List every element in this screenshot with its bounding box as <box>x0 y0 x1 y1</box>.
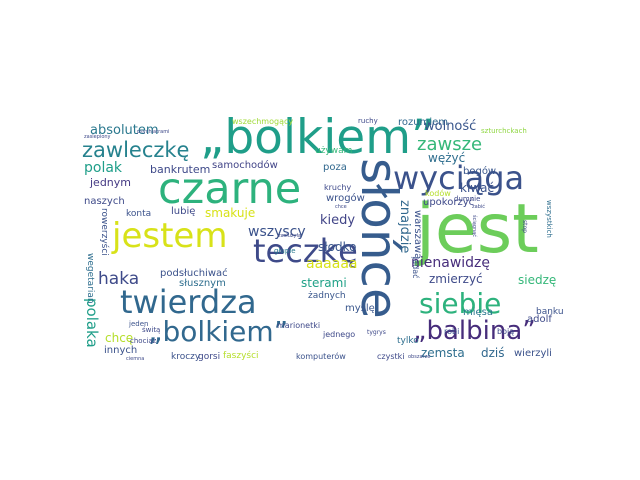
cloud-word: banku <box>536 307 564 317</box>
cloud-word: stop <box>521 220 528 233</box>
cloud-word: czystki <box>377 352 405 361</box>
cloud-word: „bolkiem” <box>200 110 436 165</box>
cloud-word: ściągnąć <box>471 215 477 237</box>
cloud-word: warszawą <box>412 210 423 260</box>
cloud-word: wszystkich <box>545 200 553 238</box>
cloud-word: zemsta <box>421 346 465 360</box>
cloud-word: zmierzyć <box>429 272 483 286</box>
cloud-word: innych <box>104 345 138 356</box>
cloud-word: obszarze <box>408 354 431 360</box>
cloud-word: jednym <box>90 176 132 189</box>
cloud-word: siebie <box>419 287 502 320</box>
cloud-word: słodko <box>318 240 357 254</box>
cloud-word: świtą <box>142 326 161 334</box>
cloud-word: zasłużyła <box>278 233 301 239</box>
cloud-word: siedzę <box>518 273 557 287</box>
cloud-word: bankrutem <box>150 163 211 176</box>
cloud-word: kroczy <box>171 352 201 362</box>
cloud-word: poza <box>323 162 347 173</box>
cloud-word: gorsi <box>198 352 221 362</box>
cloud-word: dumnie <box>454 195 481 203</box>
cloud-word: „bolkiem” <box>148 315 289 348</box>
cloud-word: sterami <box>301 276 347 290</box>
cloud-word: kiwać <box>460 181 495 195</box>
cloud-word: słońce <box>350 158 408 319</box>
cloud-word: dziś <box>481 346 505 360</box>
cloud-word: marionetki <box>277 321 321 330</box>
cloud-word: wężyć <box>428 151 466 165</box>
cloud-word: adolf <box>527 314 552 325</box>
cloud-word: konta <box>126 209 152 219</box>
cloud-word: nienawidzę <box>411 255 491 271</box>
cloud-word: lubię <box>171 206 196 217</box>
cloud-word: zawleczkę <box>82 138 190 162</box>
cloud-word: absolutem <box>90 123 159 138</box>
cloud-word: zawsze <box>417 134 483 155</box>
cloud-word: podsłuchiwać <box>160 268 228 279</box>
cloud-word: aaaaaa <box>306 256 358 272</box>
cloud-word: rozumiem <box>398 117 449 128</box>
cloud-word: „balbina” <box>413 316 536 346</box>
cloud-word: komputerów <box>296 352 346 361</box>
cloud-word: wszyscy <box>248 224 306 240</box>
cloud-word: twierdza <box>120 283 257 321</box>
cloud-word: szturchckach <box>481 127 527 135</box>
cloud-word: chce <box>335 204 347 210</box>
cloud-word: zabić <box>472 204 486 210</box>
cloud-word: wierzyli <box>514 348 552 359</box>
cloud-word: faszyści <box>223 351 259 361</box>
cloud-word: kiedy <box>320 213 356 228</box>
cloud-word: smakuje <box>205 206 256 220</box>
cloud-word: wolność <box>424 119 477 134</box>
cloud-word: jest <box>416 190 539 269</box>
cloud-word: upokorzyć <box>423 197 475 208</box>
cloud-word: jeden <box>129 320 149 328</box>
cloud-word: ruchy <box>358 117 378 125</box>
cloud-word: teczkę <box>253 232 358 270</box>
cloud-word: mięsa <box>463 307 494 318</box>
cloud-word: czarne <box>158 164 302 214</box>
cloud-word: jednego <box>323 330 356 339</box>
cloud-word: wszechmogący <box>232 117 294 126</box>
cloud-word: jestem <box>112 216 228 256</box>
cloud-word: chociaż <box>130 337 157 345</box>
cloud-word: haka <box>98 269 140 289</box>
cloud-word: bogów <box>463 166 497 177</box>
cloud-word: tygrys <box>367 329 386 336</box>
cloud-word: kodów <box>425 189 451 198</box>
cloud-word: jadać <box>411 257 420 279</box>
cloud-word: wyciąga <box>393 159 525 197</box>
cloud-word: używam <box>315 146 353 156</box>
cloud-word: rowerzyści <box>99 208 109 256</box>
cloud-word: samochodów <box>212 160 278 171</box>
cloud-word: wegetarian <box>85 253 95 304</box>
cloud-word: psychiatrami <box>137 129 170 135</box>
cloud-word: wrogów <box>326 193 365 204</box>
word-cloud: „bolkiem” słońce jest czarne wyciąga jes… <box>80 110 564 370</box>
cloud-word: polaka <box>83 298 101 348</box>
cloud-word: słusznym <box>179 278 226 289</box>
cloud-word: żadnych <box>308 291 346 301</box>
cloud-word: robi <box>444 327 460 336</box>
cloud-word: kruchy <box>324 183 352 192</box>
cloud-word: znajdzie <box>397 200 412 254</box>
cloud-word: głupie <box>274 247 296 255</box>
cloud-word: myślę <box>345 303 375 314</box>
cloud-word: tylko <box>397 336 419 346</box>
cloud-word: ciemna <box>126 356 145 362</box>
cloud-word: polak <box>84 160 123 176</box>
cloud-word: zaslepiony <box>84 134 111 140</box>
cloud-word: boją <box>497 327 515 336</box>
cloud-word: chcę <box>105 331 134 345</box>
cloud-word: naszych <box>84 196 125 207</box>
